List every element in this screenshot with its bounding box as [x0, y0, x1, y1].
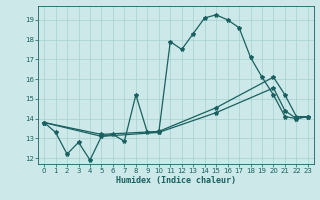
- X-axis label: Humidex (Indice chaleur): Humidex (Indice chaleur): [116, 176, 236, 185]
